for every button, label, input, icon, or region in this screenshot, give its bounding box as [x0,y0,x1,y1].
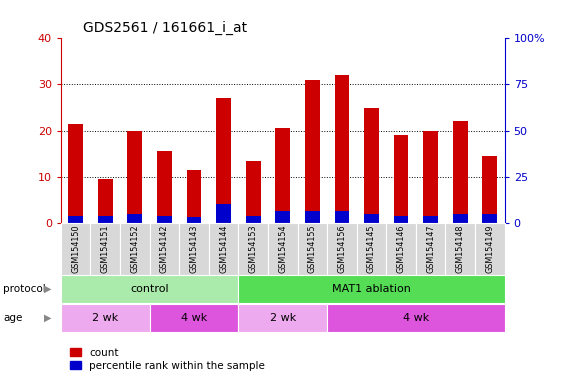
Bar [187,217,201,223]
Text: GSM154147: GSM154147 [426,224,435,273]
Bar [327,223,357,275]
Bar [98,179,113,223]
Bar [453,121,467,223]
Bar [238,275,505,303]
Bar [238,223,268,275]
Bar [335,75,349,223]
Text: GSM154144: GSM154144 [219,225,228,273]
Bar [61,223,90,275]
Bar [238,304,327,331]
Bar [246,216,260,223]
Text: GSM154143: GSM154143 [190,225,198,273]
Bar [386,223,416,275]
Bar [305,211,320,223]
Bar [298,223,327,275]
Text: GSM154149: GSM154149 [485,224,494,273]
Bar [394,135,408,223]
Text: 2 wk: 2 wk [270,313,296,323]
Bar [61,304,150,331]
Text: GSM154156: GSM154156 [338,224,346,273]
Bar [246,161,260,223]
Bar [216,204,231,223]
Text: ▶: ▶ [45,313,52,323]
Bar [305,80,320,223]
Bar [150,223,179,275]
Bar [128,131,142,223]
Bar [445,223,475,275]
Bar [423,216,438,223]
Bar [157,216,172,223]
Text: 2 wk: 2 wk [92,313,118,323]
Text: control: control [130,284,169,294]
Bar [157,151,172,223]
Legend: count, percentile rank within the sample: count, percentile rank within the sample [66,344,269,375]
Bar [61,275,238,303]
Text: MAT1 ablation: MAT1 ablation [332,284,411,294]
Text: GDS2561 / 161661_i_at: GDS2561 / 161661_i_at [83,20,247,35]
Text: GSM154153: GSM154153 [249,224,258,273]
Bar [357,223,386,275]
Bar [394,216,408,223]
Bar [423,131,438,223]
Bar [98,216,113,223]
Bar [276,128,290,223]
Bar [453,214,467,223]
Bar [68,216,83,223]
Text: GSM154142: GSM154142 [160,224,169,273]
Text: 4 wk: 4 wk [403,313,429,323]
Bar [483,156,497,223]
Bar [128,214,142,223]
Text: ▶: ▶ [45,284,52,294]
Bar [68,124,83,223]
Text: GSM154145: GSM154145 [367,224,376,273]
Text: GSM154154: GSM154154 [278,224,287,273]
Bar [327,304,505,331]
Bar [483,214,497,223]
Bar [209,223,238,275]
Bar [475,223,505,275]
Bar [187,170,201,223]
Text: GSM154146: GSM154146 [397,225,405,273]
Bar [90,223,120,275]
Bar [216,98,231,223]
Bar [179,223,209,275]
Text: protocol: protocol [3,284,46,294]
Text: GSM154152: GSM154152 [130,224,139,273]
Bar [150,304,238,331]
Text: GSM154151: GSM154151 [101,224,110,273]
Bar [268,223,298,275]
Bar [120,223,150,275]
Bar [335,211,349,223]
Text: age: age [3,313,22,323]
Text: GSM154148: GSM154148 [456,225,465,273]
Text: GSM154150: GSM154150 [71,224,80,273]
Bar [364,214,379,223]
Bar [276,211,290,223]
Bar [416,223,445,275]
Bar [364,108,379,223]
Text: GSM154155: GSM154155 [308,224,317,273]
Text: 4 wk: 4 wk [181,313,207,323]
